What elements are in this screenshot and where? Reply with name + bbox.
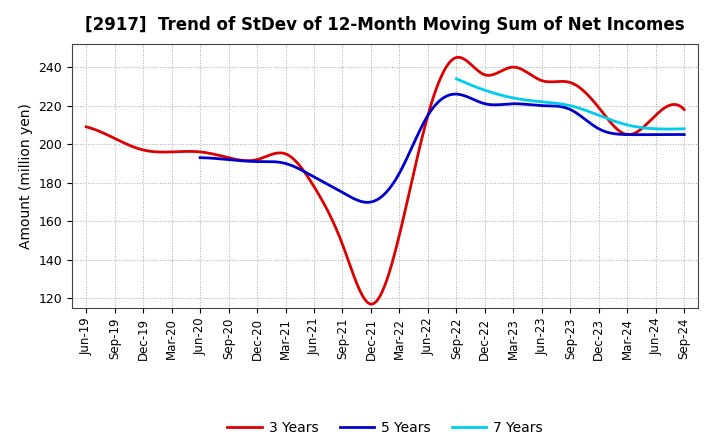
7 Years bbox=[664, 126, 672, 132]
3 Years bbox=[84, 125, 93, 130]
Y-axis label: Amount (million yen): Amount (million yen) bbox=[19, 103, 33, 249]
3 Years bbox=[680, 107, 688, 112]
5 Years bbox=[196, 155, 204, 160]
7 Years bbox=[452, 76, 461, 81]
Title: [2917]  Trend of StDev of 12-Month Moving Sum of Net Incomes: [2917] Trend of StDev of 12-Month Moving… bbox=[86, 16, 685, 34]
3 Years bbox=[440, 68, 449, 73]
3 Years bbox=[82, 124, 91, 129]
7 Years bbox=[659, 126, 667, 132]
3 Years bbox=[368, 301, 377, 307]
7 Years bbox=[680, 126, 688, 132]
3 Years bbox=[590, 99, 598, 105]
7 Years bbox=[453, 77, 462, 82]
Line: 7 Years: 7 Years bbox=[456, 79, 684, 129]
5 Years bbox=[607, 131, 616, 136]
5 Years bbox=[638, 132, 647, 137]
5 Years bbox=[451, 92, 460, 97]
5 Years bbox=[485, 102, 494, 107]
7 Years bbox=[591, 111, 600, 117]
5 Years bbox=[363, 200, 372, 205]
7 Years bbox=[587, 110, 595, 115]
3 Years bbox=[454, 55, 462, 60]
5 Years bbox=[487, 102, 496, 107]
5 Years bbox=[495, 102, 504, 107]
Line: 3 Years: 3 Years bbox=[86, 57, 684, 304]
3 Years bbox=[438, 72, 446, 77]
7 Years bbox=[588, 110, 596, 115]
Legend: 3 Years, 5 Years, 7 Years: 3 Years, 5 Years, 7 Years bbox=[222, 415, 549, 440]
5 Years bbox=[680, 132, 688, 137]
5 Years bbox=[197, 155, 206, 160]
7 Years bbox=[644, 126, 652, 131]
Line: 5 Years: 5 Years bbox=[200, 94, 684, 202]
3 Years bbox=[450, 56, 459, 61]
3 Years bbox=[628, 132, 636, 137]
